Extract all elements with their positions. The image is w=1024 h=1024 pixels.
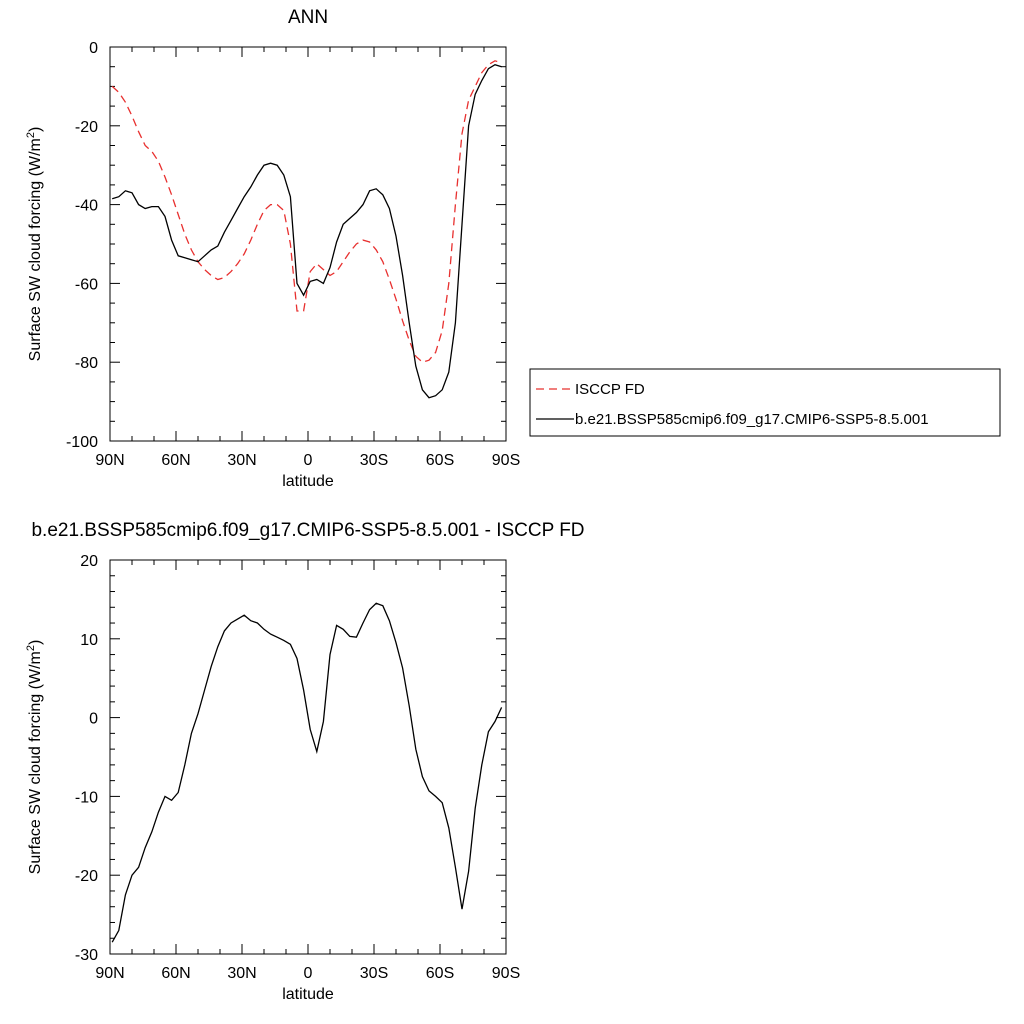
legend-label-1: b.e21.BSSP585cmip6.f09_g17.CMIP6-SSP5-8.… <box>575 411 929 428</box>
series-line-0 <box>111 60 502 363</box>
legend-label-0: ISCCP FD <box>575 381 645 398</box>
y-tick-label: -30 <box>75 947 98 964</box>
chart-difference: b.e21.BSSP585cmip6.f09_g17.CMIP6-SSP5-8.… <box>25 520 585 1003</box>
y-tick-label: -10 <box>75 789 98 806</box>
plot-frame <box>109 559 507 955</box>
y-tick-label: 20 <box>80 553 98 570</box>
y-tick-label: 0 <box>89 40 98 57</box>
x-tick-label: 0 <box>304 965 313 982</box>
x-tick-label: 30S <box>360 965 388 982</box>
x-tick-label: 60S <box>426 965 454 982</box>
x-tick-label: 90S <box>492 452 520 469</box>
y-axis-label-superscript: 2 <box>25 645 37 651</box>
y-tick-label: -80 <box>75 355 98 372</box>
y-axis-label-superscript: 2 <box>25 132 37 138</box>
x-tick-label: 60N <box>161 965 190 982</box>
x-tick-label: 0 <box>304 452 313 469</box>
series-line-1 <box>112 63 502 399</box>
x-tick-label: 30N <box>227 452 256 469</box>
legend: ISCCP FD b.e21.BSSP585cmip6.f09_g17.CMIP6… <box>529 368 1001 437</box>
x-tick-label: 90N <box>95 965 124 982</box>
chart-title: b.e21.BSSP585cmip6.f09_g17.CMIP6-SSP5-8.… <box>31 520 584 541</box>
y-tick-label: -100 <box>66 434 98 451</box>
y-tick-label: -40 <box>75 198 98 215</box>
x-axis-label: latitude <box>282 473 334 490</box>
legend-box <box>529 368 1001 437</box>
x-tick-label: 60S <box>426 452 454 469</box>
chart-title: ANN <box>288 7 328 28</box>
y-axis-label-close: ) <box>27 127 44 132</box>
series-line-0 <box>111 602 503 943</box>
x-axis-label: latitude <box>282 986 334 1003</box>
y-axis-label-text: Surface SW cloud forcing (W/m <box>27 651 44 874</box>
plot-frame <box>109 46 507 442</box>
chart-annual-mean: ANN 90N 60N 30N 0 30S 60S 90S 0 -20 -40 -60 -80 -100 l… <box>25 7 520 490</box>
x-tick-label: 30S <box>360 452 388 469</box>
y-axis-label-close: ) <box>27 640 44 645</box>
x-tick-label: 90N <box>95 452 124 469</box>
y-tick-label: -20 <box>75 868 98 885</box>
y-axis-label: Surface SW cloud forcing (W/m2) <box>25 640 44 875</box>
y-tick-label: 0 <box>89 711 98 728</box>
y-tick-label: -20 <box>75 119 98 136</box>
y-tick-label: -60 <box>75 276 98 293</box>
y-axis-label: Surface SW cloud forcing (W/m2) <box>25 127 44 362</box>
y-axis-label-text: Surface SW cloud forcing (W/m <box>27 138 44 361</box>
x-tick-label: 30N <box>227 965 256 982</box>
x-tick-label: 90S <box>492 965 520 982</box>
x-tick-label: 60N <box>161 452 190 469</box>
y-tick-label: 10 <box>80 632 98 649</box>
